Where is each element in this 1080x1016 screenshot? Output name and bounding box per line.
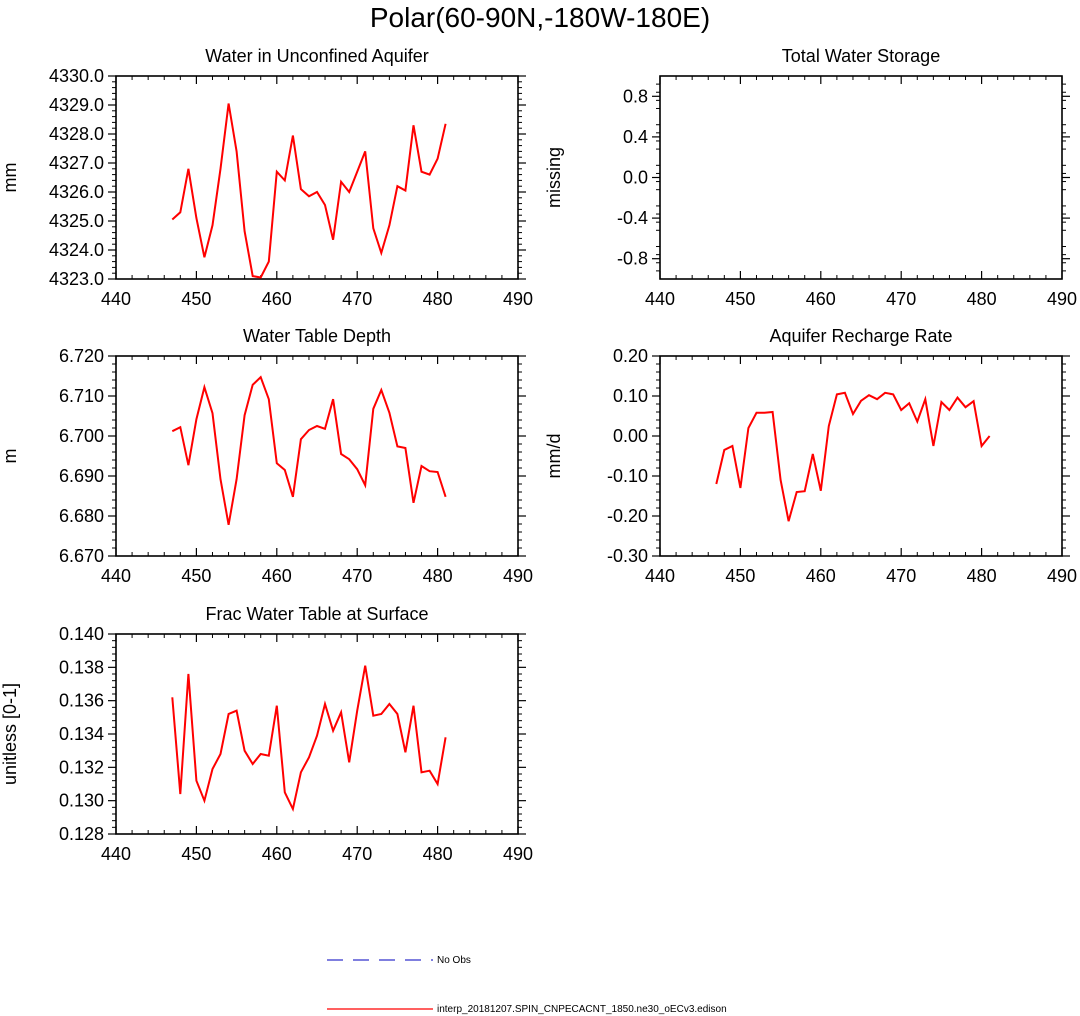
plot-frame [115, 355, 519, 557]
y-tick-label: 4329.0 [49, 95, 104, 115]
x-tick-label: 440 [645, 566, 675, 586]
y-tick-label: 6.700 [59, 426, 104, 446]
y-axis-label: mm [0, 163, 20, 193]
y-tick-label: 4325.0 [49, 211, 104, 231]
y-tick-label: 0.20 [613, 346, 648, 366]
x-tick-label: 480 [423, 566, 453, 586]
x-tick-label: 490 [503, 289, 533, 309]
y-tick-label: 4326.0 [49, 182, 104, 202]
x-tick-label: 460 [806, 289, 836, 309]
x-tick-label: 460 [806, 566, 836, 586]
x-tick-label: 450 [181, 844, 211, 864]
x-tick-label: 480 [967, 566, 997, 586]
y-axis-label: missing [544, 147, 564, 208]
y-tick-label: 0.00 [613, 426, 648, 446]
x-tick-label: 480 [967, 289, 997, 309]
y-tick-label: 0.140 [59, 624, 104, 644]
y-tick-label: 6.680 [59, 506, 104, 526]
legend-label-model: interp_20181207.SPIN_CNPECACNT_1850.ne30… [437, 1004, 727, 1015]
x-tick-label: 470 [342, 566, 372, 586]
y-tick-label: 0.128 [59, 824, 104, 844]
y-tick-label: 4328.0 [49, 124, 104, 144]
y-tick-label: 0.8 [623, 86, 648, 106]
y-tick-label: 0.136 [59, 691, 104, 711]
plot-frame [659, 355, 1063, 557]
x-tick-label: 490 [1047, 566, 1077, 586]
y-tick-label: -0.10 [607, 466, 648, 486]
panel-2: Total Water Storage missing 440 450 460 470 48… [544, 46, 1077, 309]
x-tick-label: 460 [262, 289, 292, 309]
y-axis-label: unitless [0-1] [0, 683, 20, 785]
x-tick-label: 470 [886, 289, 916, 309]
panel-5: Frac Water Table at Surface unitless [0-1… [0, 604, 533, 864]
x-tick-label: 450 [725, 289, 755, 309]
x-tick-label: 480 [423, 289, 453, 309]
panel-4: Aquifer Recharge Rate mm/d 440 450 460 470 480… [544, 326, 1077, 586]
x-tick-label: 480 [423, 844, 453, 864]
legend-label-no-obs: No Obs [437, 955, 471, 966]
y-axis-label: m [0, 449, 20, 464]
panel-title: Water in Unconfined Aquifer [205, 46, 428, 66]
series-line [171, 103, 447, 279]
x-tick-label: 440 [645, 289, 675, 309]
y-tick-label: 4327.0 [49, 153, 104, 173]
y-tick-label: 4324.0 [49, 240, 104, 260]
y-tick-label: 4323.0 [49, 269, 104, 289]
y-tick-label: 0.138 [59, 657, 104, 677]
y-tick-label: 0.0 [623, 168, 648, 188]
panel-title: Water Table Depth [243, 326, 391, 346]
y-tick-label: 0.130 [59, 791, 104, 811]
x-tick-label: 450 [181, 289, 211, 309]
panel-3: Water Table Depth m 440 450 460 470 480 490 6.67… [0, 326, 533, 586]
y-tick-label: 6.710 [59, 386, 104, 406]
x-tick-label: 470 [342, 844, 372, 864]
y-tick-label: -0.4 [617, 208, 648, 228]
panel-title: Aquifer Recharge Rate [769, 326, 952, 346]
y-tick-label: 6.670 [59, 546, 104, 566]
x-tick-label: 440 [101, 844, 131, 864]
x-tick-label: 440 [101, 289, 131, 309]
x-tick-label: 470 [886, 566, 916, 586]
panel-title: Total Water Storage [782, 46, 940, 66]
x-tick-label: 490 [503, 844, 533, 864]
plot-frame [659, 75, 1063, 280]
panel-title: Frac Water Table at Surface [205, 604, 428, 624]
y-tick-label: 6.720 [59, 346, 104, 366]
y-axis-label: mm/d [544, 434, 564, 479]
x-tick-label: 450 [181, 566, 211, 586]
y-tick-label: 0.134 [59, 724, 104, 744]
figure-title: Polar(60-90N,-180W-180E) [369, 2, 711, 33]
x-tick-label: 470 [342, 289, 372, 309]
y-tick-label: 0.4 [623, 127, 648, 147]
x-tick-label: 490 [1047, 289, 1077, 309]
plot-frame [115, 75, 519, 280]
y-tick-label: 4330.0 [49, 66, 104, 86]
y-tick-label: 0.10 [613, 386, 648, 406]
series-line [715, 391, 991, 522]
y-tick-label: -0.8 [617, 249, 648, 269]
x-tick-label: 460 [262, 844, 292, 864]
y-tick-label: -0.30 [607, 546, 648, 566]
y-tick-label: -0.20 [607, 506, 648, 526]
x-tick-label: 490 [503, 566, 533, 586]
x-tick-label: 440 [101, 566, 131, 586]
x-tick-label: 460 [262, 566, 292, 586]
panel-1: Water in Unconfined Aquifer mm 440 450 460 47… [0, 46, 533, 309]
x-tick-label: 450 [725, 566, 755, 586]
series-line [171, 375, 447, 525]
series-line [171, 665, 447, 813]
y-tick-label: 0.132 [59, 757, 104, 777]
y-tick-label: 6.690 [59, 466, 104, 486]
